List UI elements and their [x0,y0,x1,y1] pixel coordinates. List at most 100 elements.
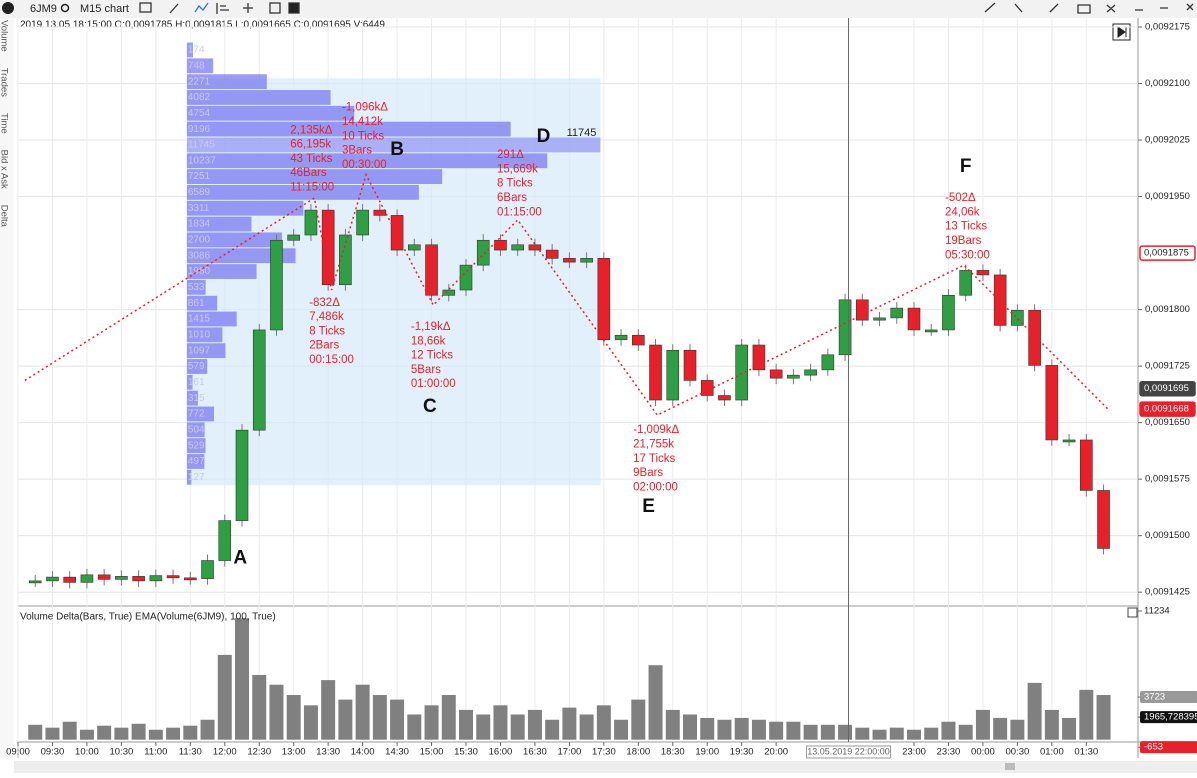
x-tick-label: 00:00 [971,747,995,758]
candle [1062,439,1076,443]
delta-annotation: 21,755k [633,438,674,450]
volume-bar [424,705,439,740]
x-tick-label: 12:30 [247,747,271,758]
ytick-box [1140,741,1197,754]
volume-bar [97,725,112,740]
delta-annotation: 10 Ticks [342,130,384,142]
x-tick-label: 00:30 [1005,747,1029,758]
volume-bar [769,721,784,740]
delta-annotation: 14,412k [342,116,383,128]
delta-annotation: 3Bars [342,145,372,157]
profile-label: 861 [188,298,205,309]
candle [1028,310,1041,366]
candle [494,239,507,251]
candle [735,344,748,401]
chart-type-icon[interactable] [139,2,152,13]
delta-annotation: 291Δ [497,149,524,161]
window-controls[interactable] [984,2,1194,14]
delta-annotation: 24,06k [945,206,980,218]
candle [1080,439,1093,491]
profile-label: 1415 [188,314,211,325]
profile-bar [186,169,443,184]
price-label: 0,0091668 [1144,404,1189,415]
volume-bar [614,719,629,740]
profile-bar [186,422,205,438]
profile-label: 1834 [188,219,211,230]
side-tab[interactable]: Delta [0,205,9,228]
search-icon[interactable] [60,3,70,13]
draw-icon[interactable] [169,3,179,14]
symbol[interactable]: 6JM9 [30,3,57,15]
scroll-thumb[interactable] [1005,763,1015,770]
candle [545,249,559,259]
timeframe[interactable]: M15 chart [80,3,129,15]
volume-bar [958,724,973,740]
volume-bar [527,709,542,740]
volume-bar [321,680,336,740]
side-tab[interactable]: Volume [0,20,9,52]
profile-bar [186,295,218,311]
delta-annotation: 43 Ticks [290,153,332,165]
poc-label: 11745 [567,127,597,139]
volume-bar [252,674,267,740]
x-tick-label: 20:00 [764,747,788,758]
x-tick-label: 19:00 [695,747,719,758]
x-tick-label: 10:30 [109,747,133,758]
candle [166,575,180,579]
delta-annotation: 13 Ticks [945,221,987,233]
window-icon[interactable] [269,2,281,14]
x-tick-label: 14:30 [385,747,409,758]
add-icon[interactable] [243,3,253,13]
candle [46,576,59,582]
x-tick-label: 15:30 [454,747,478,758]
profile-label: 11745 [188,140,216,151]
candle [632,334,645,346]
volume-bar [717,719,732,740]
volume-bar [889,727,904,740]
scrollbar[interactable] [14,761,1197,773]
delta-annotation: 8 Ticks [497,178,533,190]
delta-annotation: -1,19kΔ [411,321,451,333]
volume-bar [648,665,663,740]
x-tick-label: 17:30 [592,747,616,758]
profile-label: 127 [188,472,205,483]
candle [769,369,783,379]
y-tick-label: 0,0091725 [1145,361,1190,372]
logo [2,2,14,14]
candle [597,258,611,341]
delta-annotation: 2Bars [309,340,339,352]
side-tab[interactable]: Trades [0,68,9,97]
delta-annotation: 00:30:00 [342,159,387,171]
side-tab[interactable]: Time [0,113,9,134]
profile-bar [186,311,237,327]
profile-bar [186,137,601,153]
x-tick-label: 12:00 [213,747,237,758]
candle [373,209,387,216]
volume-bar [545,719,560,740]
candle [339,234,352,286]
volume-bar [510,714,525,740]
layout-icon[interactable] [216,3,229,14]
panel-close[interactable] [1127,607,1138,618]
indicator-icon[interactable] [194,2,209,13]
volume-bar [217,654,232,740]
candle [408,244,421,251]
volume-bar [62,721,77,740]
volume-bar [941,721,956,740]
profile-label: 174 [188,45,205,56]
profile-label: 497 [188,456,205,467]
x-tick-label: 17:00 [557,747,581,758]
side-tab[interactable]: Bid x Ask [0,150,9,189]
volume-bar [1010,719,1025,740]
y-tick-label: 0,0091800 [1145,304,1190,315]
candle [993,274,1007,326]
candle [511,244,524,251]
x-tick-label: 18:30 [661,747,685,758]
profile-label: 504 [188,424,205,435]
profile-bar [186,248,296,264]
volume-bar [665,709,680,740]
y-tick-label: 0,0091575 [1145,474,1190,485]
candle [959,270,972,296]
fill-icon[interactable] [288,2,300,14]
candle [924,329,938,333]
